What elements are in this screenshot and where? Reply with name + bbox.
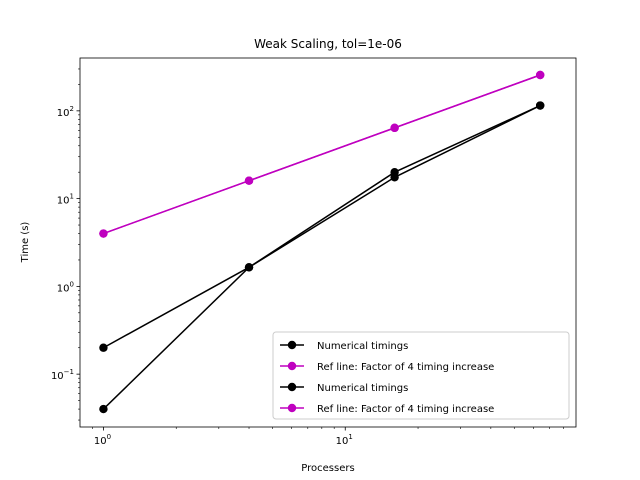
x-tick-label: 101 — [336, 433, 353, 447]
legend-box — [272, 331, 570, 420]
series-2-point — [99, 404, 108, 414]
chart-title: Weak Scaling, tol=1e-06 — [254, 37, 402, 51]
y-tick-label: 102 — [57, 105, 74, 119]
series-3-point — [535, 70, 545, 80]
legend-marker — [287, 403, 297, 413]
legend-label: Numerical timings — [317, 383, 408, 394]
series-2-point — [244, 263, 254, 272]
tick-labels: 100 101 10−1 100 101 102 — [51, 105, 353, 447]
series-3-line — [103, 74, 541, 235]
plot-frame — [79, 57, 577, 428]
series-0-line — [103, 104, 541, 349]
x-tick-label: 100 — [94, 433, 111, 447]
y-axis-label: Time (s) — [20, 222, 31, 264]
y-tick-label: 10−1 — [51, 368, 74, 382]
legend-marker — [287, 361, 297, 371]
legend-label: Numerical timings — [317, 341, 408, 352]
y-tick-label: 101 — [57, 193, 74, 207]
series-layer — [99, 70, 545, 414]
series-3-point — [390, 123, 399, 133]
y-tick-label: 100 — [57, 280, 74, 294]
legend-marker — [287, 382, 297, 392]
series-2-line — [102, 104, 541, 410]
legend-label: Ref line: Factor of 4 timing increase — [317, 404, 494, 415]
series-2-point — [390, 173, 399, 182]
series-0-point — [99, 343, 108, 352]
major-ticks — [76, 110, 346, 431]
series-3-point — [99, 229, 108, 238]
series-3-point — [244, 176, 254, 185]
legend: Numerical timings Ref line: Factor of 4 t… — [272, 331, 570, 420]
x-axis-label: Processers — [301, 463, 354, 474]
legend-label: Ref line: Factor of 4 timing increase — [317, 362, 494, 373]
legend-marker — [287, 340, 297, 350]
series-2-point — [535, 101, 545, 110]
